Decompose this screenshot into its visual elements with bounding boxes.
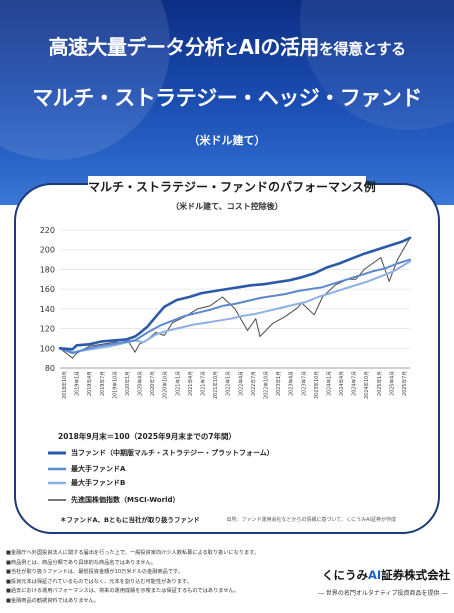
- chart-card: [14, 183, 440, 534]
- disclaimer-list: ■金融庁へ外国投資法人に関する届出を行った上で、一般投資家向け少人数私募による取…: [6, 549, 316, 607]
- x-tick-label: 2023年4月: [288, 371, 295, 396]
- chart-subtitle: （米ドル建て、コスト控除後）: [171, 202, 283, 211]
- disclaimer-item: ■金融商品の勧誘資料ではありません。: [6, 597, 99, 604]
- x-tick-label: 2023年7月: [300, 371, 307, 396]
- series-line-fund-a: [59, 258, 411, 355]
- y-tick-label: 140: [40, 305, 55, 314]
- headline-part: を得意とする: [318, 40, 406, 58]
- x-tick-label: 2025年7月: [401, 371, 408, 396]
- y-tick-label: 200: [40, 246, 55, 255]
- y-tick-label: 100: [40, 344, 55, 353]
- fund-footnote: ＊ファンドA、Bともに当社が取り扱うファンド: [60, 516, 200, 524]
- legend-label: 当ファンド（中期版マルチ・ストラテジー・プラットフォーム）: [71, 449, 274, 457]
- disclaimer-item: ■投資元本は保証されているものではなく、元本を割り込む可能性があります。: [6, 578, 192, 585]
- series-line-own-fund: [58, 236, 412, 351]
- x-tick-label: 2022年7月: [250, 371, 257, 396]
- x-tick-label: 2020年4月: [137, 371, 144, 396]
- x-tick-label: 2024年7月: [351, 371, 358, 396]
- legend-swatch: [48, 499, 66, 501]
- x-tick-label: 2019年7月: [99, 371, 106, 396]
- y-tick-label: 80: [45, 364, 55, 373]
- chart-basis-note: 2018年9月末＝100（2025年9月末までの7年間）: [58, 432, 237, 441]
- hero-banner: 高速大量データ分析とAIの活用を得意とする マルチ・ストラテジー・ヘッジ・ファン…: [0, 0, 454, 205]
- disclaimer-item: ■金融庁へ外国投資法人に関する届出を行った上で、一般投資家向け少人数私募による取…: [6, 550, 260, 556]
- x-tick-label: 2019年1月: [74, 371, 81, 396]
- x-tick-label: 2022年10月: [262, 371, 269, 399]
- x-tick-label: 2021年10月: [212, 371, 219, 399]
- headline-currency-note: （米ドル建て）: [188, 134, 266, 147]
- legend-label: 先進国株価指数（MSCI-World）: [71, 496, 180, 504]
- x-tick-label: 2025年4月: [388, 371, 395, 396]
- legend-item-own-fund: 当ファンド（中期版マルチ・ストラテジー・プラットフォーム）: [48, 447, 274, 459]
- legend-swatch: [48, 481, 66, 485]
- legend-label: 最大手ファンドB: [71, 479, 126, 487]
- x-tick-label: 2024年4月: [338, 371, 345, 396]
- x-tick-label: 2020年10月: [162, 371, 169, 399]
- x-tick-label: 2025年1月: [376, 371, 383, 396]
- x-tick-label: 2019年4月: [86, 371, 93, 396]
- x-tick-label: 2020年1月: [124, 371, 131, 396]
- x-tick-label: 2022年1月: [225, 371, 232, 396]
- legend-label: 最大手ファンドA: [71, 465, 126, 473]
- x-tick-label: 2019年10月: [111, 371, 118, 399]
- company-name-part: くにうみ: [322, 568, 368, 582]
- headline-part: AIの活用: [238, 35, 320, 59]
- company-tagline: ― 世界の名門オルタナティブ投資商品を提供 ―: [318, 590, 448, 597]
- x-tick-label: 2021年4月: [187, 371, 194, 396]
- x-tick-label: 2021年7月: [200, 371, 207, 396]
- headline-part: と: [224, 40, 239, 58]
- legend-item-fund-a: 最大手ファンドA: [48, 463, 125, 475]
- x-tick-label: 2023年10月: [313, 371, 320, 399]
- disclaimer-item: ■商品例とは、商品分類であり具体的な商品名ではありません。: [6, 559, 156, 566]
- y-tick-label: 160: [40, 285, 55, 294]
- legend-item-fund-b: 最大手ファンドB: [48, 477, 125, 489]
- chart-title: マルチ・ストラテジー・ファンドのパフォーマンス例: [88, 176, 376, 198]
- company-name-ai: AI: [368, 568, 382, 582]
- y-tick-label: 120: [40, 325, 55, 334]
- legend-item-msci: 先進国株価指数（MSCI-World）: [48, 494, 179, 506]
- performance-line-chart: 80 100 120 140 160 180 200 220 2018年10月 2019年1月 20…: [40, 226, 412, 399]
- x-tick-label: 2024年10月: [363, 371, 370, 399]
- x-tick-label: 2018年10月: [61, 371, 68, 399]
- disclaimer-item: ■当社が取り扱うファンドは、最低投資金額が10万米ドルの金融商品です。: [6, 569, 183, 576]
- disclaimer-item: ■過去における運用パフォーマンスは、将来の運用成績を示唆または保証するものではあ…: [6, 588, 239, 595]
- source-note: 出所：ファンド運用会社などからの情報に基づいて、くにうみAI証券が作成: [226, 517, 397, 523]
- series-line-fund-b: [59, 260, 411, 354]
- x-tick-label: 2022年4月: [237, 371, 244, 396]
- x-tick-label: 2020年7月: [149, 371, 156, 396]
- legend-swatch: [48, 467, 66, 471]
- x-tick-label: 2024年1月: [325, 371, 332, 396]
- y-tick-label: 180: [40, 265, 55, 274]
- headline-part: 高速大量データ分析: [48, 35, 225, 59]
- company-name: くにうみAI証券株式会社: [322, 567, 450, 583]
- x-tick-label: 2023年1月: [275, 371, 282, 396]
- y-tick-label: 220: [40, 226, 55, 235]
- legend-swatch: [48, 451, 66, 455]
- x-tick-label: 2021年1月: [174, 371, 181, 396]
- company-name-part: 証券株式会社: [381, 568, 451, 582]
- headline-line2: マルチ・ストラテジー・ヘッジ・ファンド: [32, 86, 422, 110]
- headline-line1: 高速大量データ分析とAIの活用を得意とする: [0, 31, 454, 60]
